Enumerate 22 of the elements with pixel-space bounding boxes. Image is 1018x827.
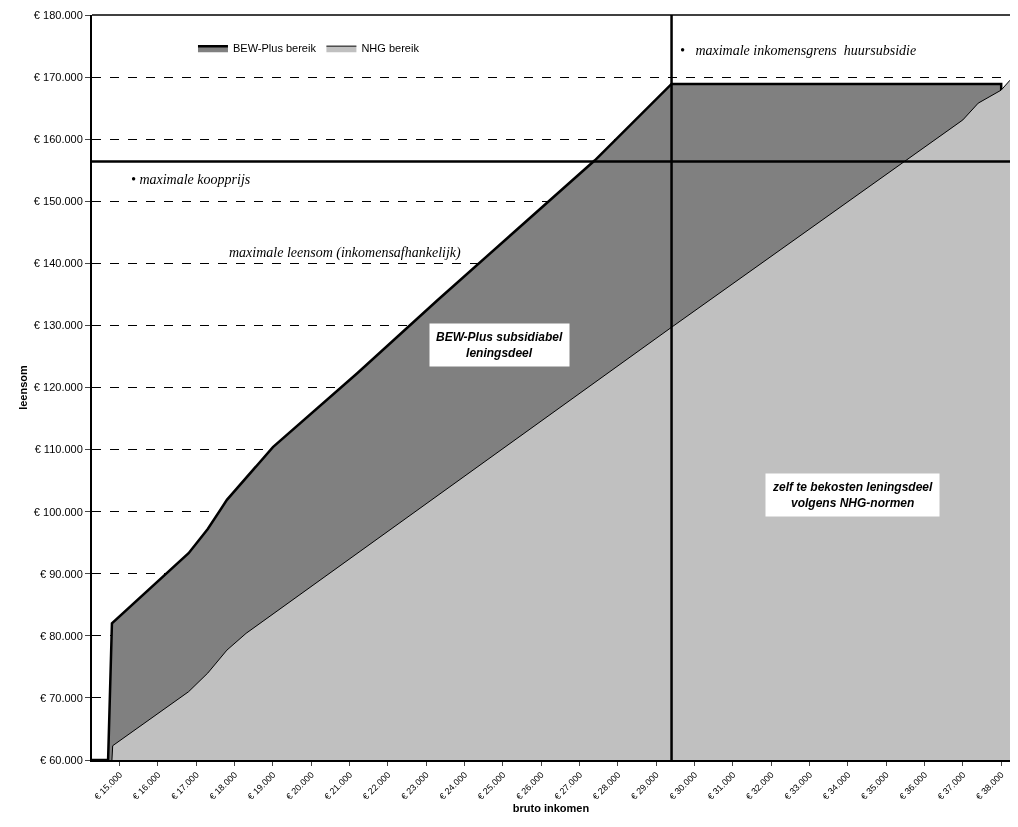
- y-tick-label: € 70.000: [39, 691, 83, 704]
- y-tick-label: € 90.000: [39, 567, 83, 580]
- y-tick-label: € 180.000: [33, 8, 83, 21]
- y-tick-label: € 120.000: [33, 381, 83, 394]
- annotation: maximale leensom (inkomensafhankelijk): [229, 245, 462, 261]
- y-tick-label: € 140.000: [33, 257, 83, 270]
- ref-line-label: • maximale koopprijs: [131, 172, 251, 187]
- y-tick-label: € 160.000: [33, 133, 83, 146]
- y-tick-label: € 170.000: [33, 70, 83, 83]
- legend-label: NHG bereik: [361, 42, 420, 55]
- annotation: zelf te bekosten leningsdeel volgens NHG-normen: [772, 480, 934, 510]
- x-axis-title: bruto inkomen: [512, 802, 590, 815]
- ref-line-label: • maximale inkomensgrens huursubsidie: [680, 43, 917, 58]
- y-axis-title: leensom: [17, 364, 30, 410]
- y-tick-label: € 110.000: [34, 443, 83, 456]
- annotation: BEW-Plus subsidiabel leningsdeel: [436, 330, 563, 360]
- y-tick-label: € 150.000: [33, 195, 83, 208]
- y-tick-label: € 130.000: [33, 319, 83, 332]
- y-tick-label: € 100.000: [33, 505, 83, 518]
- y-tick-label: € 80.000: [39, 629, 83, 642]
- y-tick-label: € 60.000: [39, 753, 83, 766]
- legend-label: BEW-Plus bereik: [232, 42, 317, 55]
